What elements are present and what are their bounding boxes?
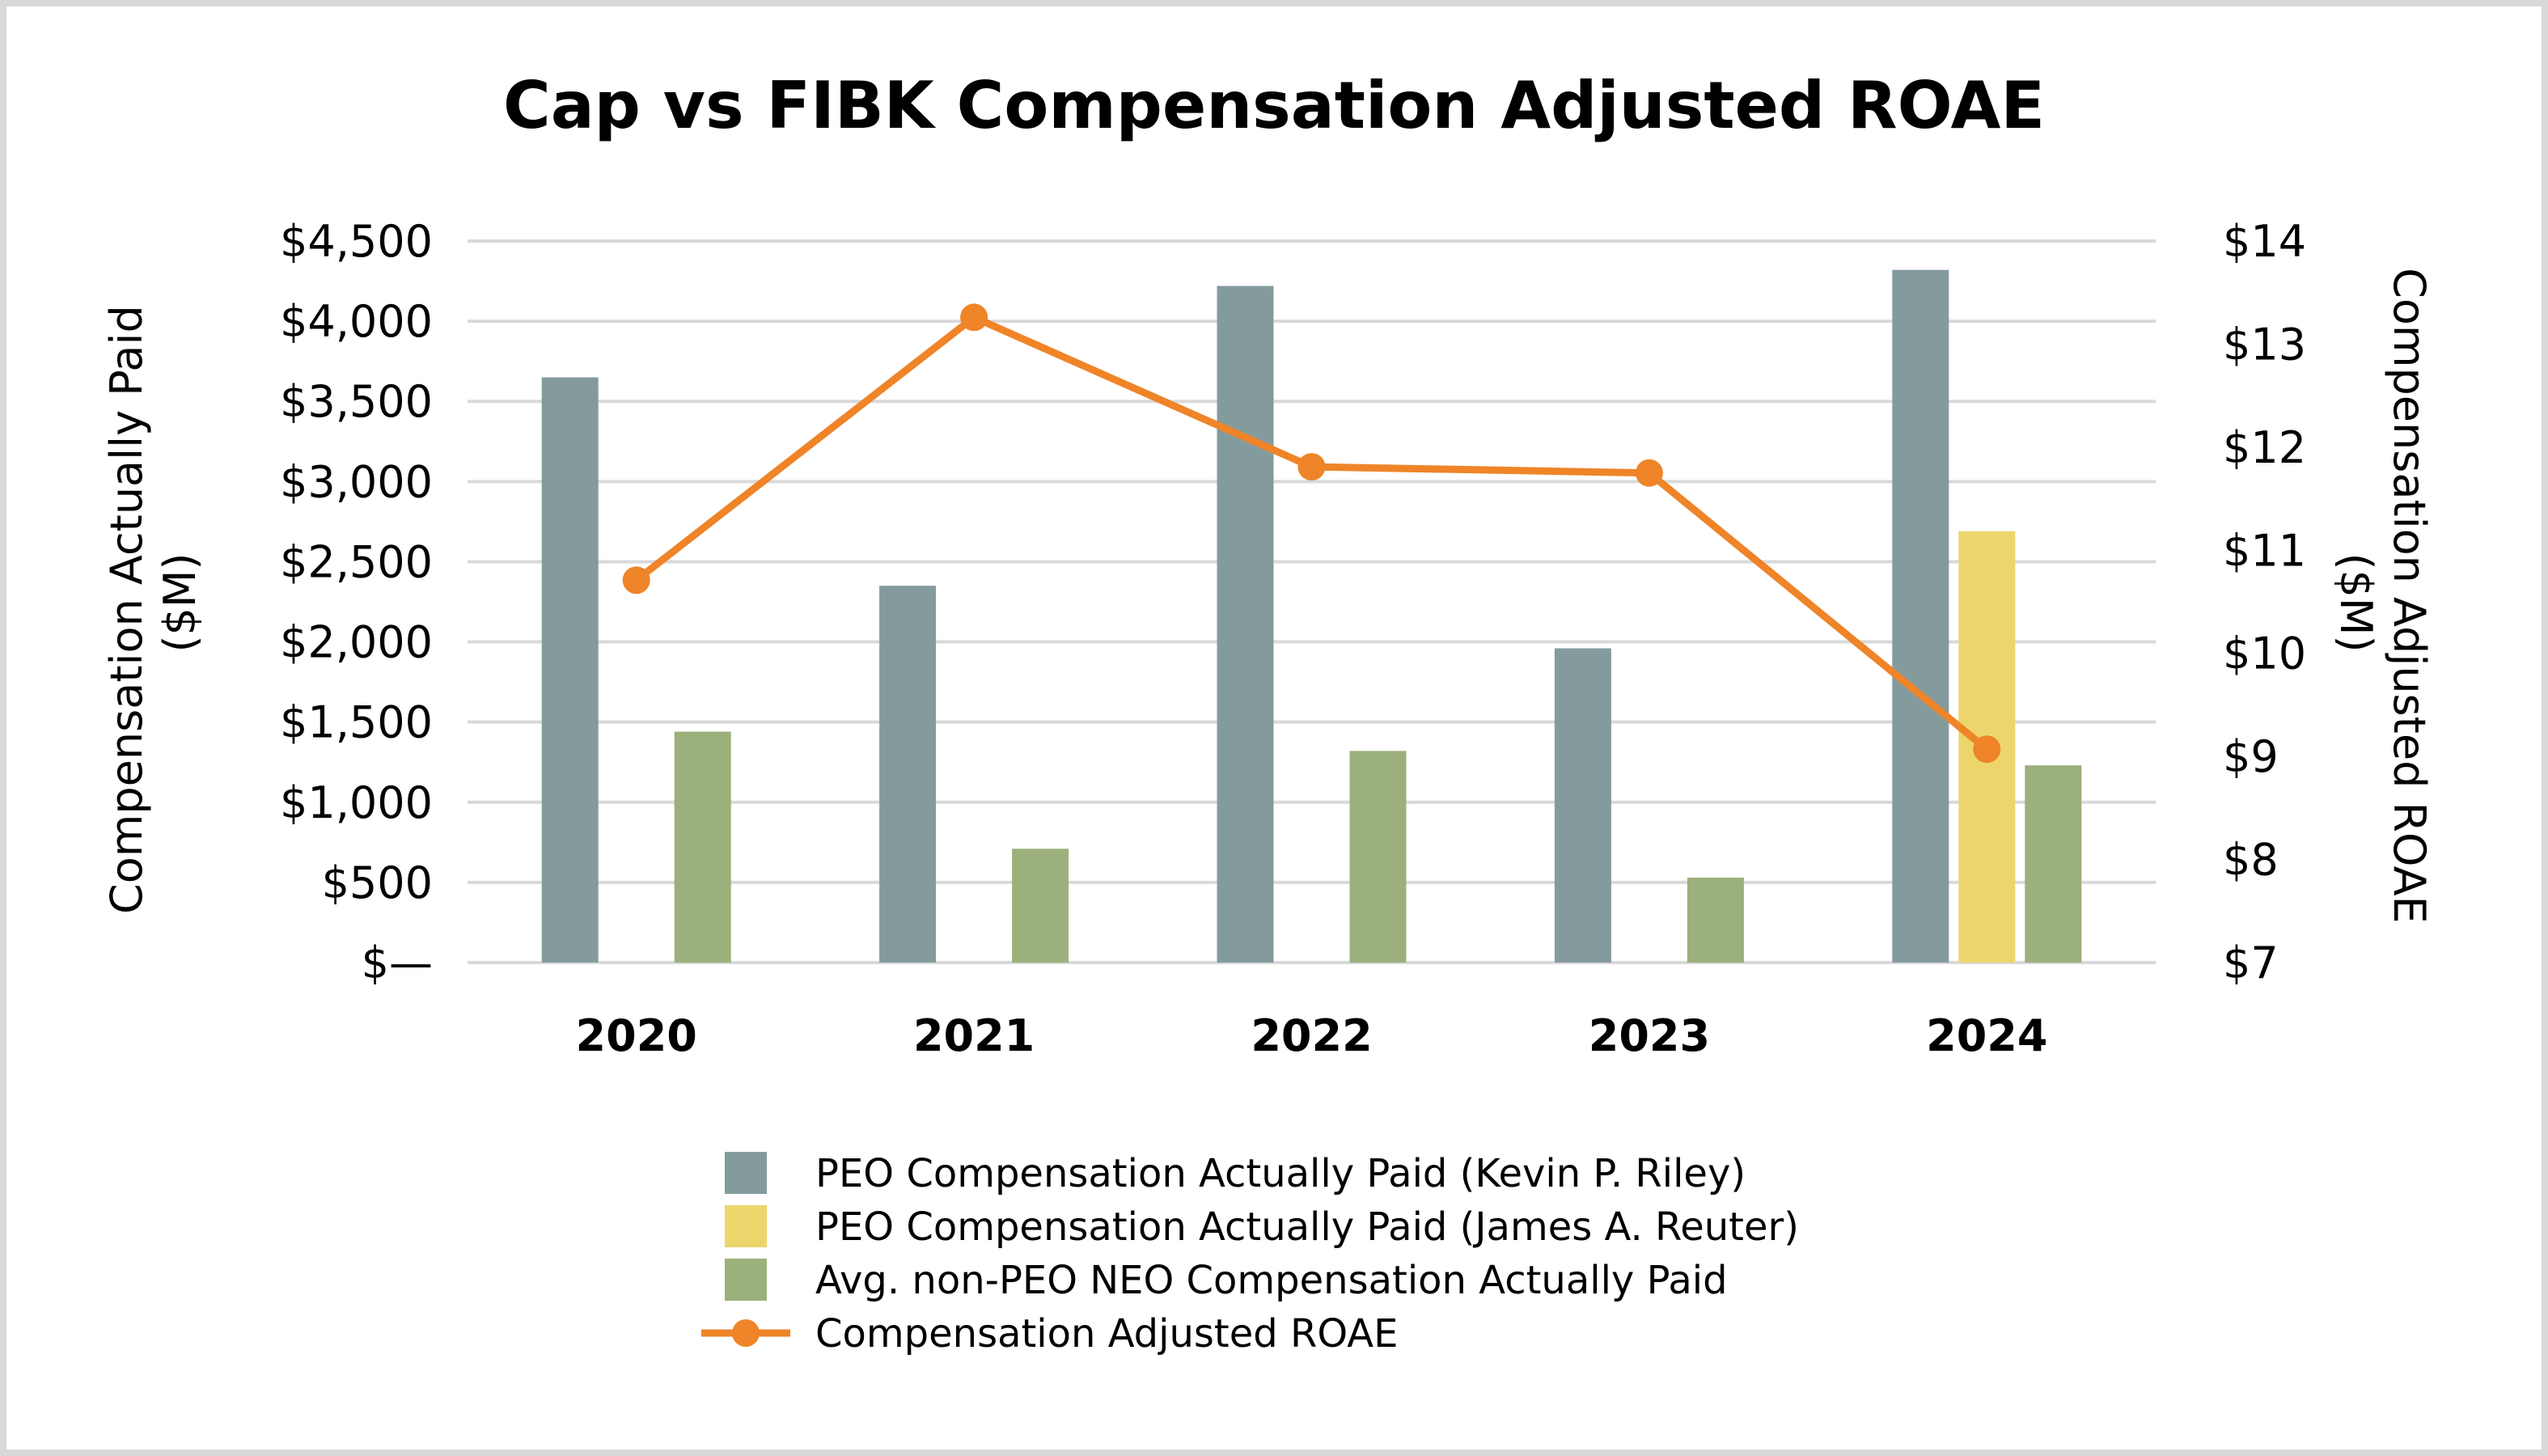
bar-3-2024 [2025, 765, 2082, 963]
right-axis-label: Compensation Adjusted ROAE ($M) [2330, 268, 2435, 938]
legend-label-1: PEO Compensation Actually Paid (Kevin P.… [815, 1151, 1746, 1196]
right-tick-label: $11 [2223, 525, 2306, 576]
left-axis-ticks: $— $500 $1,000 $1,500 $2,000 $2,500 $3,000 $3,5… [280, 216, 433, 988]
x-tick-label: 2022 [1251, 1010, 1372, 1061]
grid-lines [468, 239, 2156, 964]
left-tick-label: $4,000 [280, 296, 433, 347]
right-tick-label: $13 [2223, 319, 2306, 370]
x-tick-label: 2024 [1926, 1010, 2047, 1061]
chart-title: Cap vs FIBK Compensation Adjusted ROAE [503, 68, 2045, 143]
left-tick-label: $4,500 [280, 216, 433, 267]
roae-point-2024 [1973, 735, 2001, 764]
bar-1-2023 [1554, 648, 1611, 963]
roae-point-2021 [960, 303, 988, 332]
roae-point-2022 [1297, 453, 1326, 481]
roae-line [622, 303, 2001, 764]
left-tick-label: $3,500 [280, 376, 433, 427]
bar-1-2020 [541, 377, 599, 963]
bar-1-2021 [879, 586, 937, 963]
bar-1-2024 [1892, 269, 1949, 963]
right-axis-label-line-1: Compensation Adjusted ROAE [2384, 268, 2435, 924]
left-axis-label: Compensation Actually Paid ($M) [101, 291, 205, 914]
right-tick-label: $9 [2223, 731, 2279, 782]
left-tick-label: $2,000 [280, 617, 433, 668]
bars [541, 269, 2082, 963]
left-tick-label: $2,500 [280, 536, 433, 587]
right-axis-label-line-2: ($M) [2330, 552, 2381, 652]
right-tick-label: $8 [2223, 835, 2279, 886]
roae-point-2023 [1635, 459, 1663, 487]
legend-label-3: Avg. non-PEO NEO Compensation Actually P… [815, 1258, 1728, 1303]
right-tick-label: $7 [2223, 938, 2279, 988]
right-tick-label: $14 [2223, 216, 2306, 267]
legend-swatch-3 [725, 1259, 767, 1301]
left-axis-label-line-2: ($M) [154, 552, 205, 652]
left-tick-label: $1,000 [280, 777, 433, 828]
x-tick-label: 2020 [576, 1010, 697, 1061]
right-tick-label: $12 [2223, 422, 2306, 473]
left-tick-label: $1,500 [280, 697, 433, 748]
x-tick-label: 2023 [1589, 1010, 1710, 1061]
right-axis-ticks: $7 $8 $9 $10 $11 $12 $13 $14 [2223, 216, 2306, 988]
bar-3-2020 [674, 731, 731, 963]
left-axis-label-line-1: Compensation Actually Paid [101, 305, 152, 914]
right-tick-label: $10 [2223, 629, 2306, 679]
bar-3-2022 [1349, 751, 1407, 963]
bar-3-2021 [1012, 849, 1069, 963]
left-tick-label: $500 [322, 857, 433, 908]
x-axis-ticks: 2020 2021 2022 2023 2024 [576, 1010, 2048, 1061]
roae-line-path [633, 313, 1990, 752]
bar-3-2023 [1687, 877, 1744, 963]
left-tick-label: $3,000 [280, 456, 433, 507]
legend-swatch-1 [725, 1152, 767, 1194]
bar-1-2022 [1217, 286, 1274, 963]
left-tick-label: $— [362, 938, 433, 988]
roae-point-2020 [622, 566, 650, 595]
x-tick-label: 2021 [913, 1010, 1035, 1061]
legend-label-2: PEO Compensation Actually Paid (James A.… [815, 1204, 1799, 1250]
legend-swatch-2 [725, 1205, 767, 1247]
legend: PEO Compensation Actually Paid (Kevin P.… [701, 1151, 1799, 1357]
legend-label-4: Compensation Adjusted ROAE [815, 1311, 1398, 1357]
legend-marker [732, 1319, 760, 1347]
